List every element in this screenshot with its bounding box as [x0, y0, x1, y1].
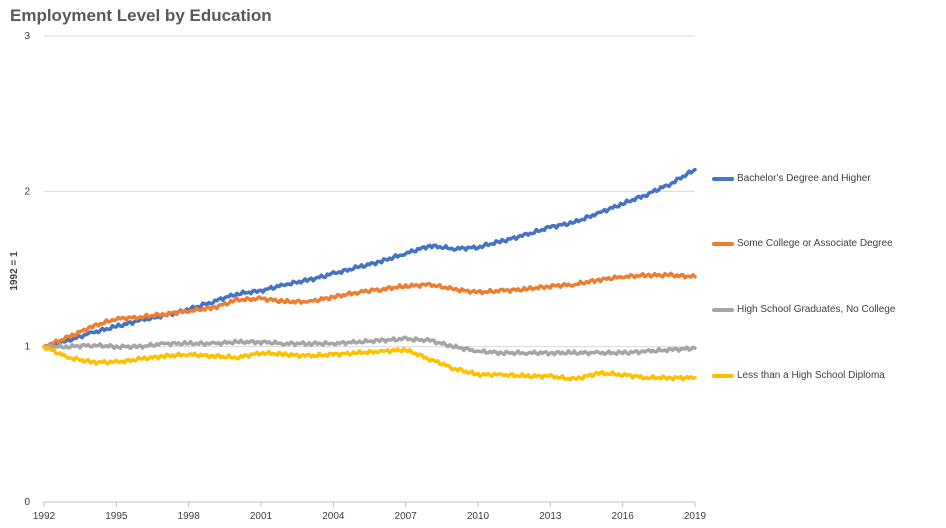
x-tick-label: 2019: [684, 511, 707, 522]
legend-item: Bachelor's Degree and Higher: [712, 173, 871, 184]
legend-label: Less than a High School Diploma: [737, 370, 885, 381]
y-axis-tick-labels: 0 1 2 3: [24, 31, 30, 508]
y-tick-label: 2: [24, 186, 30, 197]
legend-swatch: [712, 176, 734, 181]
y-tick-label: 0: [24, 497, 30, 508]
series-line-3: [42, 344, 697, 382]
x-tick-label: 1992: [33, 511, 56, 522]
x-axis: [43, 501, 696, 507]
x-tick-label: 2007: [395, 511, 418, 522]
series-line-2: [42, 335, 697, 357]
x-tick-label: 2016: [612, 511, 635, 522]
x-tick-label: 2013: [539, 511, 562, 522]
legend-swatch: [712, 307, 734, 312]
y-axis-title: 1992 = 1: [9, 251, 20, 291]
legend-item: Some College or Associate Degree: [712, 238, 893, 249]
x-tick-label: 2004: [322, 511, 345, 522]
y-tick-label: 1: [24, 342, 30, 353]
x-tick-label: 1995: [105, 511, 128, 522]
series-line-1: [42, 271, 697, 349]
x-tick-label: 2010: [467, 511, 490, 522]
legend-label: High School Graduates, No College: [737, 304, 896, 315]
series-lines: [42, 167, 697, 382]
legend-swatch: [712, 373, 734, 378]
x-axis-tick-labels: 1992 1995 1998 2001 2004 2007 2010 2013 2016 2019: [33, 511, 707, 522]
legend-swatch: [712, 241, 734, 246]
legend-item: Less than a High School Diploma: [712, 370, 885, 381]
legend-item: High School Graduates, No College: [712, 304, 895, 315]
gridlines: [44, 35, 695, 503]
legend-label: Some College or Associate Degree: [737, 238, 893, 249]
x-tick-label: 2001: [250, 511, 273, 522]
x-tick-label: 1998: [178, 511, 201, 522]
legend-label: Bachelor's Degree and Higher: [737, 173, 871, 184]
series-line-0: [42, 167, 697, 350]
chart-title: Employment Level by Education: [10, 6, 272, 25]
y-tick-label: 3: [24, 31, 30, 42]
